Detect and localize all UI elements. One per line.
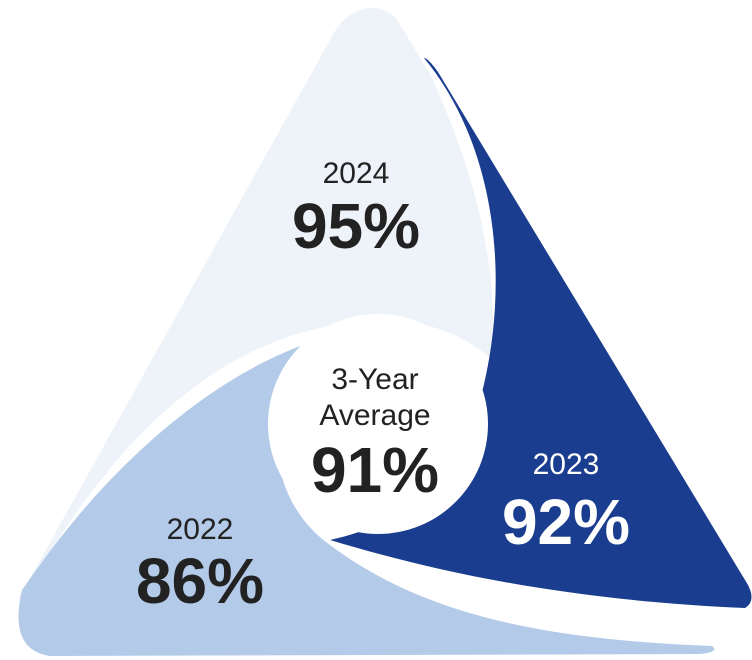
segment-2024 <box>19 7 494 599</box>
percent-2022-label: 86% <box>136 545 264 617</box>
center-title-line1: 3-Year <box>331 363 418 396</box>
center-title-line2: Average <box>319 399 430 432</box>
segment-2023 <box>330 58 752 608</box>
percent-2024-label: 95% <box>292 190 420 262</box>
year-2024-label: 2024 <box>323 157 390 190</box>
center-percent: 91% <box>311 434 439 506</box>
center-circle <box>268 314 488 534</box>
percent-2023-label: 92% <box>502 486 630 558</box>
segment-2022 <box>18 332 715 656</box>
year-2023-label: 2023 <box>533 448 600 481</box>
year-2022-label: 2022 <box>167 513 234 546</box>
